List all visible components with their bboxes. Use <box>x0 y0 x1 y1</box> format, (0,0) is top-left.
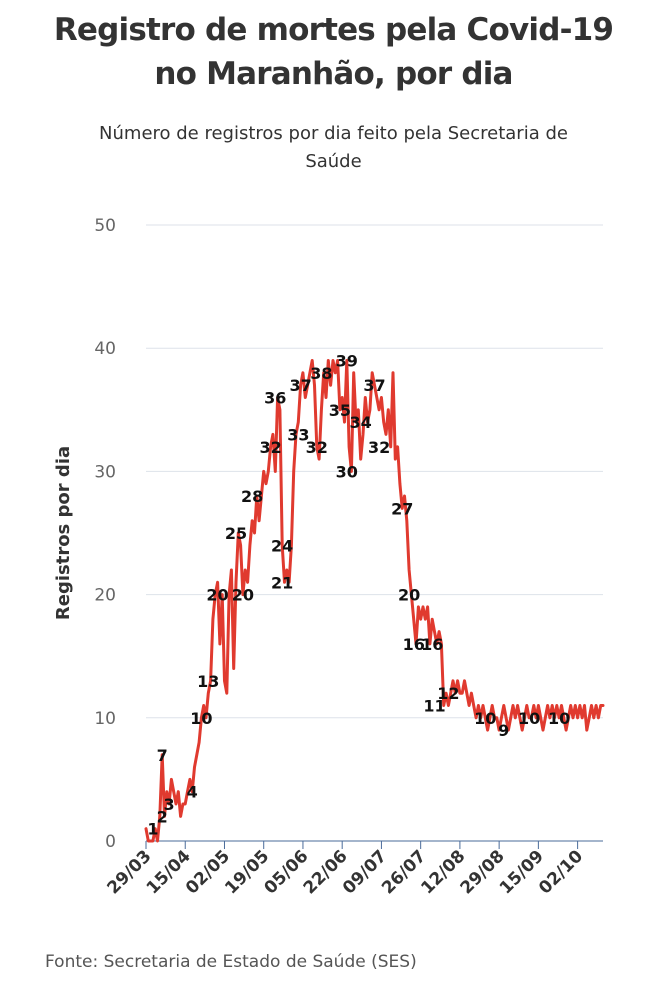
y-tick-label: 30 <box>94 462 116 482</box>
data-label: 24 <box>271 536 293 555</box>
data-label: 32 <box>368 438 390 457</box>
data-label: 3 <box>164 795 175 814</box>
y-axis-ticks: 0 10 20 30 40 50 <box>94 216 116 852</box>
data-label: 27 <box>391 499 413 518</box>
y-tick-label: 0 <box>105 832 116 852</box>
data-label: 9 <box>498 721 509 740</box>
line-chart: 0 10 20 30 40 50 29/0315/0402/0519/0505/0622/… <box>53 216 605 898</box>
data-label: 20 <box>398 586 420 605</box>
data-label: 7 <box>157 746 168 765</box>
data-label: 4 <box>187 783 198 802</box>
data-label: 33 <box>287 425 309 444</box>
chart-title-line-1: Registro de mortes pela Covid-19 <box>53 12 614 48</box>
data-label: 16 <box>421 635 443 654</box>
data-label: 37 <box>363 376 385 395</box>
y-tick-label: 50 <box>94 216 116 236</box>
data-label: 39 <box>336 352 358 371</box>
data-label: 36 <box>264 388 286 407</box>
data-label: 30 <box>336 462 358 481</box>
data-label: 10 <box>190 709 212 728</box>
chart-title: Registro de mortes pela Covid-19 no Mara… <box>0 8 667 96</box>
data-label: 11 <box>423 696 445 715</box>
chart-subtitle: Número de registros por dia feito pela S… <box>40 120 627 176</box>
series-group <box>144 359 605 843</box>
chart-title-line-2: no Maranhão, por dia <box>154 56 513 92</box>
x-axis: 29/0315/0402/0519/0505/0622/0609/0726/07… <box>104 840 603 898</box>
data-label: 10 <box>548 709 570 728</box>
grid-lines <box>146 224 603 842</box>
data-label: 20 <box>206 586 228 605</box>
y-tick-label: 20 <box>94 586 116 606</box>
source-note: Fonte: Secretaria de Estado de Saúde (SE… <box>45 952 417 972</box>
data-label: 1 <box>147 820 158 839</box>
data-label: 21 <box>271 573 293 592</box>
data-label: 28 <box>241 487 263 506</box>
data-label: 32 <box>260 438 282 457</box>
series-line <box>144 359 605 843</box>
x-tick-label: 02/10 <box>535 846 587 898</box>
data-label: 37 <box>290 376 312 395</box>
data-label: 34 <box>350 413 372 432</box>
data-label: 10 <box>518 709 540 728</box>
data-label: 12 <box>437 684 459 703</box>
chart-subtitle-line-2: Saúde <box>305 151 362 172</box>
data-label: 35 <box>329 401 351 420</box>
y-tick-label: 40 <box>94 339 116 359</box>
data-label: 13 <box>197 672 219 691</box>
chart-subtitle-line-1: Número de registros por dia feito pela S… <box>99 123 568 144</box>
data-label: 38 <box>310 364 332 383</box>
data-label: 20 <box>232 586 254 605</box>
y-axis-label: Registros por dia <box>53 446 74 620</box>
data-label: 32 <box>306 438 328 457</box>
data-label: 16 <box>403 635 425 654</box>
data-label: 25 <box>225 524 247 543</box>
data-label: 2 <box>157 807 168 826</box>
y-tick-label: 10 <box>94 709 116 729</box>
data-label: 10 <box>474 709 496 728</box>
data-labels: 1273410132025202832362421333738323539303… <box>147 352 570 839</box>
